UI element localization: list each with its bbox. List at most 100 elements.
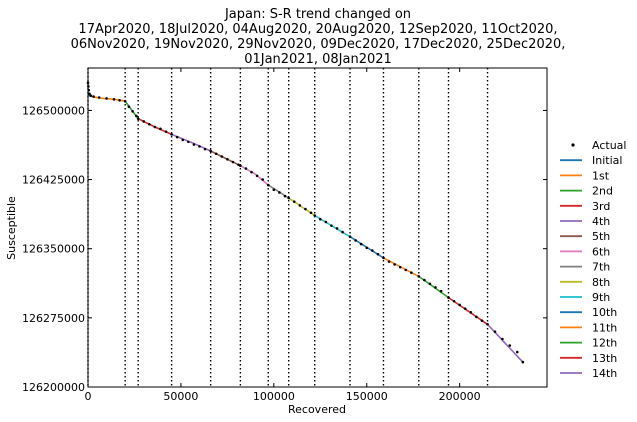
actual-point (214, 152, 218, 156)
actual-point (135, 114, 138, 118)
actual-point (318, 217, 322, 221)
actual-point (123, 99, 127, 103)
actual-point (89, 94, 93, 97)
x-tick-label: 50000 (163, 390, 198, 403)
actual-point (136, 117, 140, 121)
actual-point (112, 98, 116, 101)
actual-point (181, 138, 185, 142)
y-axis-label: Susceptible (5, 196, 18, 260)
series-line-14th (486, 323, 524, 363)
actual-point (105, 97, 108, 100)
legend-label-3rd: 3rd (592, 200, 610, 213)
actual-point (463, 307, 467, 310)
legend-label-2nd: 2nd (592, 185, 613, 198)
actual-point (261, 178, 264, 181)
actual-point (393, 263, 396, 266)
actual-point (88, 92, 91, 96)
actual-point (382, 256, 385, 260)
actual-point (428, 282, 432, 286)
actual-point (298, 204, 302, 207)
actual-point (354, 239, 357, 242)
legend-label-10th: 10th (592, 306, 617, 319)
actual-point (239, 164, 242, 168)
actual-point (452, 299, 456, 303)
actual-point (371, 249, 374, 252)
actual-point (480, 319, 484, 322)
actual-point (501, 337, 504, 341)
actual-point (341, 230, 344, 234)
actual-point (278, 191, 281, 194)
y-tick-label: 126425000 (22, 174, 85, 187)
legend-label-14th: 14th (592, 367, 617, 380)
legend-label-13th: 13th (592, 352, 617, 365)
actual-point (272, 188, 276, 191)
actual-point (515, 350, 519, 354)
actual-point (324, 220, 328, 224)
actual-point (244, 167, 248, 170)
actual-point (508, 344, 512, 347)
actual-point (127, 105, 131, 109)
actual-point (417, 275, 421, 278)
actual-point (398, 265, 402, 269)
x-axis-label: Recovered (288, 403, 346, 416)
x-tick-label: 150000 (346, 390, 388, 403)
actual-point (458, 303, 461, 307)
actual-point (404, 268, 408, 272)
actual-point (97, 96, 101, 99)
actual-point (153, 125, 157, 129)
actual-point (359, 242, 363, 246)
actual-point (142, 120, 146, 123)
title-line-2: 17Apr2020, 18Jul2020, 04Aug2020, 20Aug20… (78, 22, 557, 37)
actual-point (330, 224, 333, 227)
actual-point (309, 211, 313, 215)
actual-point (304, 207, 307, 211)
x-tick-label: 0 (85, 390, 92, 403)
actual-point (469, 311, 473, 314)
legend-label-4th: 4th (592, 215, 610, 228)
x-tick-label: 100000 (253, 390, 295, 403)
actual-point (203, 147, 207, 151)
actual-point (159, 127, 162, 131)
legend-label-1st: 1st (592, 169, 610, 182)
y-tick-label: 126350000 (22, 243, 85, 256)
legend-label-12th: 12th (592, 337, 617, 350)
actual-point (92, 95, 95, 98)
actual-point (250, 170, 253, 174)
legend-marker-actual (571, 143, 575, 147)
actual-point (348, 235, 352, 239)
actual-point (192, 143, 196, 146)
actual-point (118, 98, 121, 102)
title-line-4: 01Jan2021, 08Jan2021 (244, 52, 392, 67)
plot-frame (87, 67, 548, 388)
actual-point (486, 323, 489, 326)
actual-point (521, 360, 525, 364)
title-line-3: 06Nov2020, 19Nov2020, 29Nov2020, 09Dec20… (71, 37, 566, 52)
actual-point (148, 122, 151, 126)
actual-point (209, 149, 212, 153)
actual-point (131, 110, 134, 113)
actual-point (439, 289, 443, 293)
actual-point (164, 130, 168, 133)
actual-point (434, 286, 437, 289)
actual-point (220, 155, 224, 158)
actual-point (231, 160, 235, 164)
actual-point (292, 200, 296, 203)
actual-point (226, 157, 229, 161)
actual-point (170, 133, 173, 136)
actual-point (447, 296, 450, 299)
actual-point (283, 194, 287, 198)
actual-point (255, 174, 259, 178)
chart-title: Japan: S-R trend changed on 17Apr2020, 1… (71, 7, 566, 67)
actual-point (313, 214, 317, 217)
actual-point (175, 135, 179, 139)
legend-label-5th: 5th (592, 230, 610, 243)
legend-label-11th: 11th (592, 321, 617, 334)
actual-point (198, 145, 201, 148)
legend-label-9th: 9th (592, 291, 610, 304)
actual-point (423, 278, 426, 282)
legend-label-actual: Actual (592, 139, 626, 152)
y-tick-label: 126500000 (22, 104, 85, 117)
y-axis: 126200000 126275000 126350000 126425000 1265… (22, 104, 547, 394)
